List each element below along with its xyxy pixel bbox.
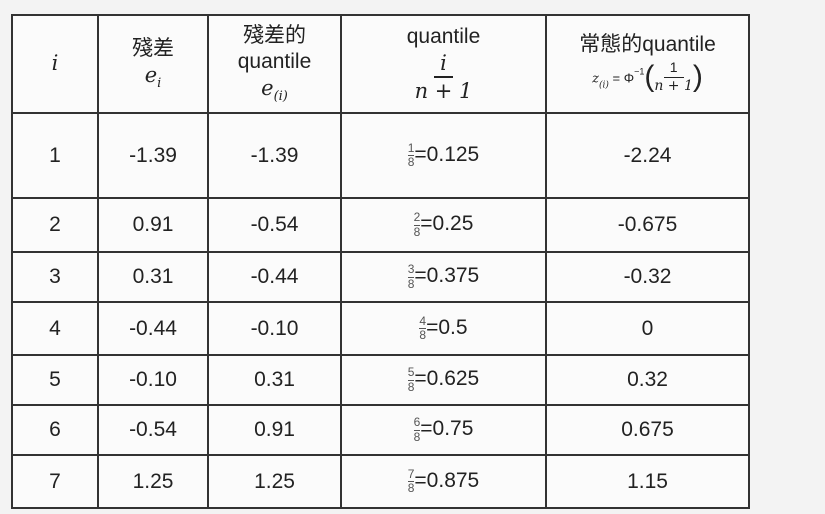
q-den: n + 1 xyxy=(414,79,473,104)
residual-symbol: e xyxy=(144,62,158,87)
nq-label: 常態的quantile xyxy=(579,33,716,57)
nq-sup: −1 xyxy=(634,66,645,77)
res-q-symbol: e xyxy=(261,76,274,101)
fraction-num: 6 xyxy=(413,415,421,431)
res-q-label: quantile xyxy=(237,49,312,73)
header-i: i xyxy=(11,14,99,114)
quantile-value: =0.75 xyxy=(420,417,474,441)
nq-den: n + 1 xyxy=(654,77,693,94)
fraction-den: 8 xyxy=(407,379,415,394)
cell-residual: 0.91 xyxy=(97,197,209,253)
quantile-value: =0.5 xyxy=(426,316,468,340)
cell-normal-quantile: 1.15 xyxy=(545,454,750,509)
fraction-den: 8 xyxy=(407,481,415,495)
cell-quantile: 3 8 =0.375 xyxy=(340,251,547,303)
header-residual: 殘差 ei xyxy=(97,14,209,114)
cell-residual-quantile: 0.91 xyxy=(207,404,342,456)
quantile-value: =0.125 xyxy=(414,143,480,167)
cell-i: 3 xyxy=(11,251,99,303)
table-row: 5 -0.10 0.31 5 8 =0.625 0.32 xyxy=(11,354,750,406)
cell-residual-quantile: 1.25 xyxy=(207,454,342,509)
header-normal-quantile: 常態的quantile z(i) = Φ−1(1 n + 1) xyxy=(545,14,750,114)
quantile-value: =0.875 xyxy=(414,469,480,493)
nq-eq: = Φ xyxy=(608,70,635,86)
cell-residual: -0.10 xyxy=(97,354,209,406)
cell-normal-quantile: -2.24 xyxy=(545,112,750,199)
cell-residual-quantile: -0.54 xyxy=(207,197,342,253)
fraction-den: 8 xyxy=(407,155,415,169)
cell-i: 4 xyxy=(11,301,99,356)
cell-residual-quantile: 0.31 xyxy=(207,354,342,406)
quantile-value: =0.625 xyxy=(414,367,480,391)
quantile-value: =0.375 xyxy=(414,264,480,288)
table-row: 1 -1.39 -1.39 1 8 =0.125 -2.24 xyxy=(11,112,750,199)
fraction-num: 2 xyxy=(413,210,421,226)
q-num: i xyxy=(434,50,453,79)
cell-residual-quantile: -0.44 xyxy=(207,251,342,303)
cell-normal-quantile: -0.32 xyxy=(545,251,750,303)
cell-i: 5 xyxy=(11,354,99,406)
header-quantile: quantile i n + 1 xyxy=(340,14,547,114)
quantile-table: i 殘差 ei 殘差的 quantile e(i) quantile i n + 1 常態… xyxy=(11,14,750,509)
cell-residual-quantile: -0.10 xyxy=(207,301,342,356)
cell-quantile: 4 8 =0.5 xyxy=(340,301,547,356)
header-residual-label: 殘差 xyxy=(132,36,174,60)
cell-quantile: 5 8 =0.625 xyxy=(340,354,547,406)
fraction-num: 1 xyxy=(407,140,415,156)
cell-residual: 1.25 xyxy=(97,454,209,509)
cell-residual-quantile: -1.39 xyxy=(207,112,342,199)
cell-normal-quantile: -0.675 xyxy=(545,197,750,253)
header-residual-quantile: 殘差的 quantile e(i) xyxy=(207,14,342,114)
fraction-num: 5 xyxy=(407,365,415,381)
fraction-den: 8 xyxy=(419,328,427,342)
cell-quantile: 7 8 =0.875 xyxy=(340,454,547,509)
fraction-den: 8 xyxy=(413,224,421,239)
fraction-num: 4 xyxy=(419,313,427,329)
nq-sub: (i) xyxy=(598,80,609,91)
quantile-value: =0.25 xyxy=(420,212,474,236)
cell-residual: 0.31 xyxy=(97,251,209,303)
cell-residual: -0.44 xyxy=(97,301,209,356)
fraction-den: 8 xyxy=(407,276,415,291)
cell-i: 6 xyxy=(11,404,99,456)
cell-normal-quantile: 0.675 xyxy=(545,404,750,456)
table-row: 7 1.25 1.25 7 8 =0.875 1.15 xyxy=(11,454,750,509)
nq-num: 1 xyxy=(663,59,684,78)
cell-normal-quantile: 0.32 xyxy=(545,354,750,406)
cell-i: 1 xyxy=(11,112,99,199)
fraction-num: 3 xyxy=(407,262,415,278)
table-row: 6 -0.54 0.91 6 8 =0.75 0.675 xyxy=(11,404,750,456)
table-row: 4 -0.44 -0.10 4 8 =0.5 0 xyxy=(11,301,750,356)
cell-residual: -1.39 xyxy=(97,112,209,199)
cell-residual: -0.54 xyxy=(97,404,209,456)
cell-quantile: 1 8 =0.125 xyxy=(340,112,547,199)
table-row: 3 0.31 -0.44 3 8 =0.375 -0.32 xyxy=(11,251,750,303)
cell-normal-quantile: 0 xyxy=(545,301,750,356)
table-row: 2 0.91 -0.54 2 8 =0.25 -0.675 xyxy=(11,197,750,253)
cell-quantile: 6 8 =0.75 xyxy=(340,404,547,456)
nq-lhs: z xyxy=(592,71,599,87)
header-i-label: i xyxy=(51,51,59,76)
cell-quantile: 2 8 =0.25 xyxy=(340,197,547,253)
res-q-title: 殘差的 xyxy=(243,23,306,47)
res-q-sub: (i) xyxy=(273,89,288,105)
q-label: quantile xyxy=(406,24,481,48)
cell-i: 2 xyxy=(11,197,99,253)
fraction-den: 8 xyxy=(413,429,421,444)
fraction-num: 7 xyxy=(407,466,415,482)
header-row: i 殘差 ei 殘差的 quantile e(i) quantile i n + 1 常態… xyxy=(11,14,750,114)
cell-i: 7 xyxy=(11,454,99,509)
residual-sub: i xyxy=(157,76,162,92)
